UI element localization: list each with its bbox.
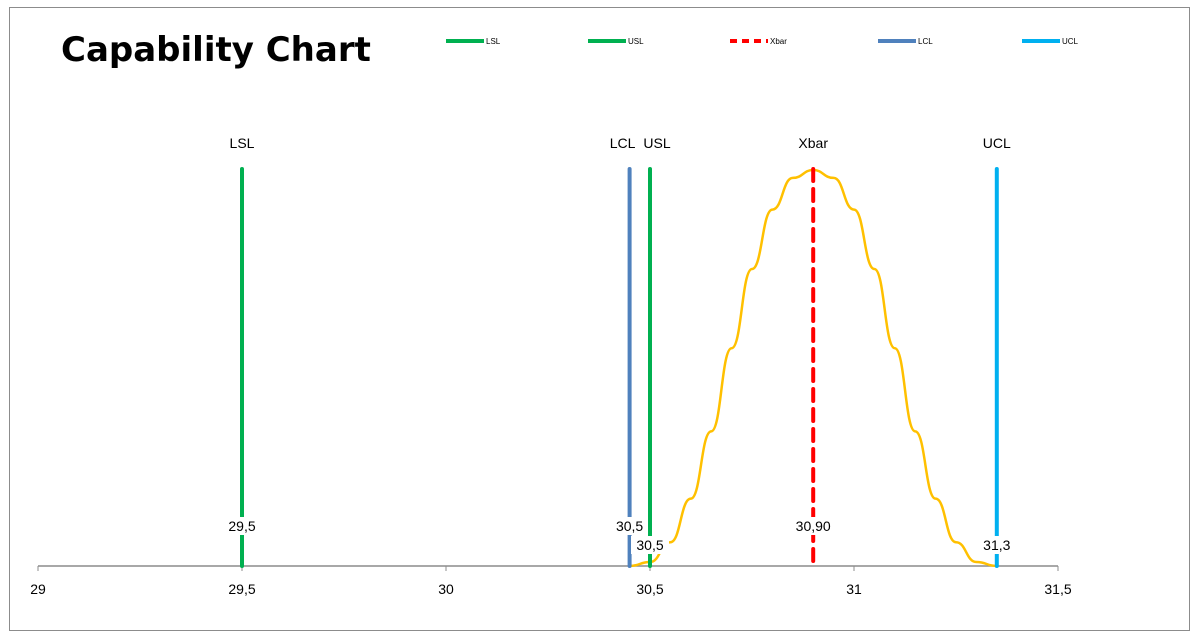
value-label-usl: 30,5 — [636, 537, 663, 553]
value-label-bg-xbar — [794, 517, 833, 535]
legend-label-lsl: LSL — [486, 37, 501, 46]
ref-label-ucl: UCL — [983, 135, 1011, 151]
x-tick-label: 30 — [438, 581, 454, 597]
x-tick-label: 31,5 — [1044, 581, 1071, 597]
legend-label-usl: USL — [628, 37, 644, 46]
value-label-lsl: 29,5 — [228, 518, 255, 534]
legend-label-lcl: LCL — [918, 37, 933, 46]
legend-label-ucl: UCL — [1062, 37, 1079, 46]
value-label-bg-lsl — [223, 517, 261, 535]
chart-title: Capability Chart — [61, 30, 371, 70]
legend-label-xbar: Xbar — [770, 37, 787, 46]
x-tick-label: 29,5 — [228, 581, 255, 597]
value-label-bg-usl — [631, 536, 669, 554]
ref-label-xbar: Xbar — [798, 135, 828, 151]
x-tick-label: 31 — [846, 581, 862, 597]
x-tick-label: 29 — [30, 581, 46, 597]
ref-label-lcl: LCL — [610, 135, 636, 151]
value-label-bg-lcl — [610, 517, 649, 535]
value-label-xbar: 30,90 — [796, 518, 831, 534]
value-label-ucl: 31,3 — [983, 537, 1010, 553]
ref-label-lsl: LSL — [230, 135, 255, 151]
value-label-lcl: 30,5 — [616, 518, 643, 534]
value-label-bg-ucl — [977, 536, 1016, 554]
x-tick-label: 30,5 — [636, 581, 663, 597]
ref-label-usl: USL — [643, 135, 670, 151]
chart-frame — [9, 7, 1190, 631]
